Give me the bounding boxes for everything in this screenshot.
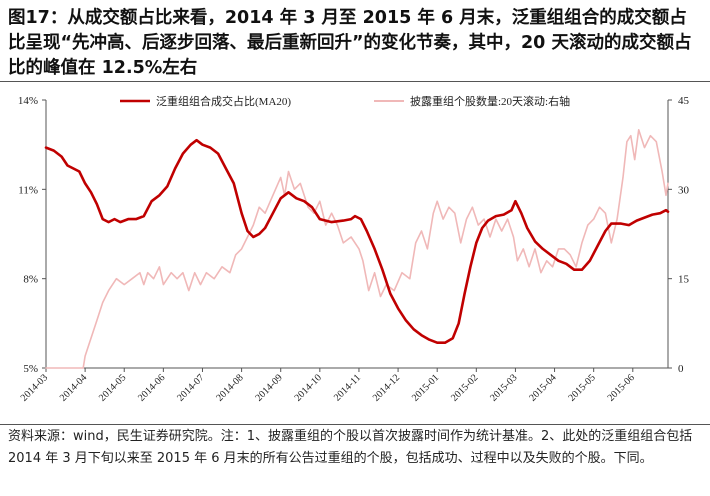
left-tick-label: 11% (18, 184, 38, 196)
x-tick-label: 2014-07 (175, 372, 206, 403)
x-tick-label: 2014-11 (332, 372, 363, 403)
x-tick-label: 2015-05 (566, 372, 597, 403)
x-tick-label: 2015-01 (410, 372, 441, 403)
left-tick-label: 8% (23, 274, 38, 286)
title-rule (0, 81, 710, 82)
x-tick-label: 2014-09 (253, 372, 284, 403)
x-tick-label: 2014-06 (136, 372, 167, 403)
x-tick-label: 2015-03 (488, 372, 519, 403)
x-tick-label: 2014-05 (97, 372, 128, 403)
disclosure-count-line (45, 129, 669, 369)
x-tick-label: 2014-12 (371, 372, 402, 403)
right-tick-label: 45 (678, 95, 690, 107)
turnover-share-line (44, 138, 670, 344)
source-note: 资料来源：wind，民生证券研究院。注：1、披露重组的个股以首次披露时间作为统计… (8, 429, 693, 466)
x-tick-label: 2014-08 (214, 372, 245, 403)
left-tick-label: 14% (18, 95, 38, 107)
legend-count-label: 披露重组个股数量:20天滚动:右轴 (410, 94, 570, 108)
x-tick-label: 2014-03 (19, 372, 50, 403)
x-tick-label: 2015-06 (606, 372, 637, 403)
right-tick-label: 15 (678, 274, 690, 286)
legend-share-label: 泛重组组合成交占比(MA20) (156, 94, 291, 108)
x-tick-label: 2014-10 (293, 372, 324, 403)
left-tick-label: 5% (23, 363, 38, 375)
combo-line-chart: 5% 8% 11% 14% 0 15 30 45 2014-03 2014-04 2014-05… (18, 94, 690, 404)
right-tick-label: 0 (678, 363, 684, 375)
figure-title: 图17：从成交额占比来看，2014 年 3 月至 2015 年 6 月末，泛重组… (8, 8, 692, 78)
right-tick-label: 30 (678, 184, 690, 196)
footer-rule (0, 424, 710, 425)
x-tick-label: 2015-04 (527, 372, 558, 403)
x-tick-label: 2014-04 (58, 372, 89, 403)
x-tick-label: 2015-02 (449, 372, 480, 403)
